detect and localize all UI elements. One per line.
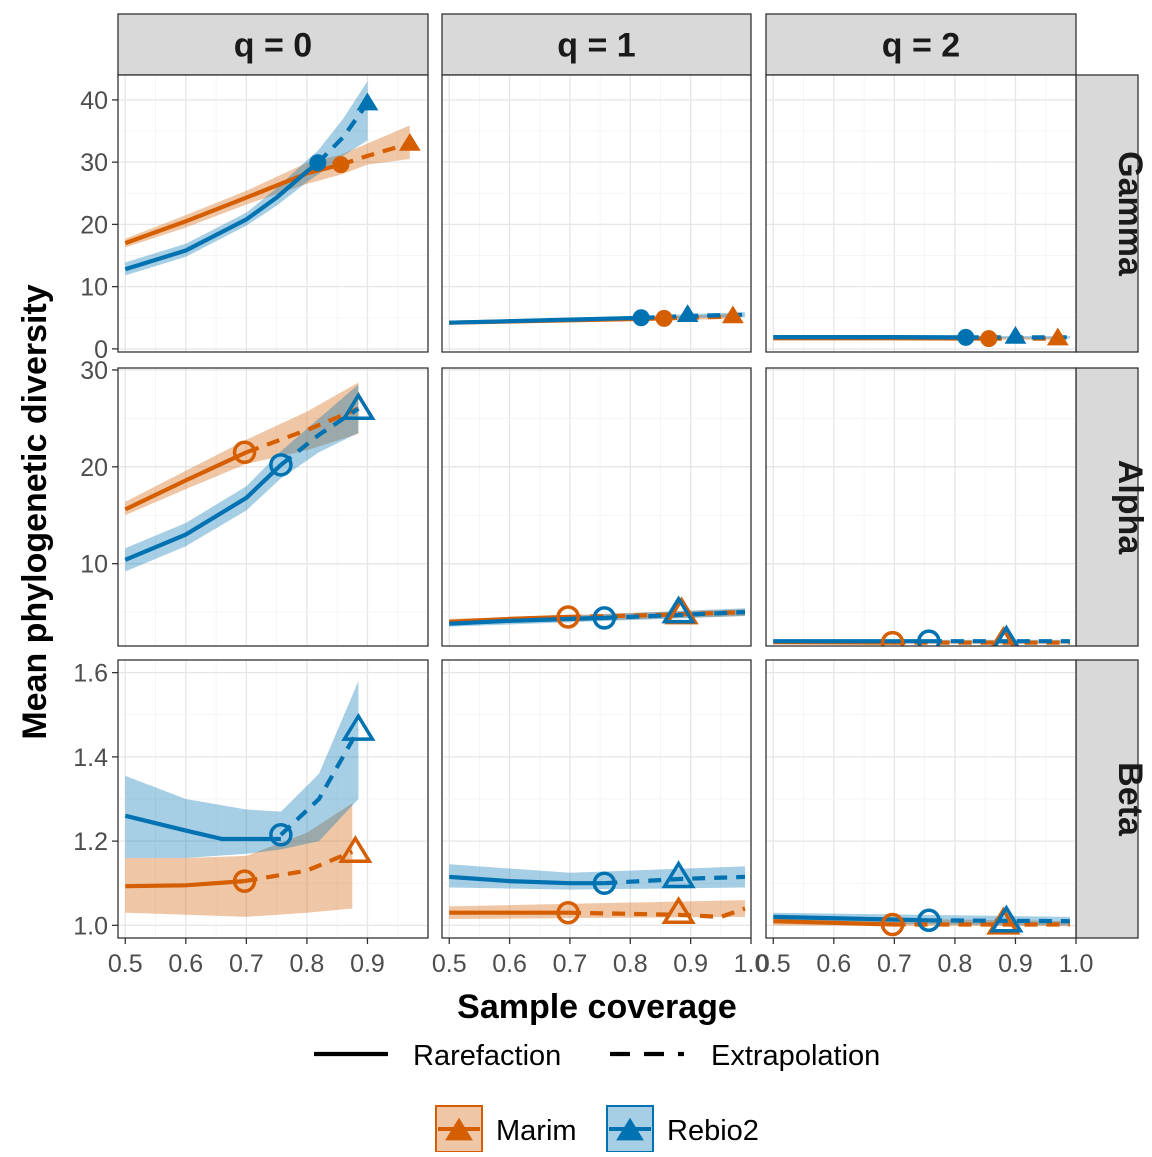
- linetype-legend: Rarefaction Extrapolation: [314, 1040, 880, 1072]
- y-axis-title: Mean phylogenetic diversity: [16, 284, 54, 739]
- panel-grid: [743, 588, 1076, 1009]
- column-strip-label: q = 0: [234, 27, 312, 65]
- x-tick-label: 0.5: [756, 950, 791, 978]
- panel-beta-q-2: 0.5 0.6 0.7 0.8 0.9 1.0: [743, 588, 1093, 1009]
- row-strip-label: Alpha: [1111, 460, 1149, 556]
- y-tick-label: 10: [80, 551, 108, 579]
- observed-point-rebio2: [633, 310, 649, 326]
- x-tick-label: 0.5: [432, 950, 467, 978]
- x-tick-label: 1.0: [1059, 950, 1094, 978]
- x-tick-label: 0.9: [998, 950, 1033, 978]
- panel-gamma-q-1: [419, 38, 751, 411]
- y-tick-label: 20: [80, 211, 108, 239]
- x-tick-label: 0.5: [108, 950, 143, 978]
- x-tick-label: 0.9: [350, 950, 385, 978]
- x-tick-label: 0.6: [816, 950, 851, 978]
- legend-key-marim: [436, 1106, 482, 1152]
- column-strip-q-1: q = 1: [442, 14, 751, 75]
- column-strip-q-2: q = 2: [766, 14, 1076, 75]
- y-tick-label: 1.6: [73, 660, 108, 688]
- observed-point-rebio2: [958, 329, 974, 345]
- panel-background: [766, 75, 1076, 352]
- column-strip-q-0: q = 0: [118, 14, 428, 75]
- panel-gamma-q-2: [743, 38, 1076, 411]
- column-strip-label: q = 1: [557, 27, 635, 65]
- observed-point-rebio2: [310, 155, 326, 171]
- panel-grid: [419, 588, 751, 1009]
- column-strip-label: q = 2: [882, 27, 960, 65]
- panel-background: [442, 368, 751, 646]
- x-tick-label: 0.8: [290, 950, 325, 978]
- legend-label-rarefaction: Rarefaction: [413, 1040, 561, 1072]
- y-tick-label: 30: [80, 357, 108, 385]
- x-tick-label: 0.6: [492, 950, 527, 978]
- x-tick-label: 0.9: [673, 950, 708, 978]
- x-tick-label: 0.8: [613, 950, 648, 978]
- y-tick-label: 30: [80, 149, 108, 177]
- y-tick-label: 20: [80, 454, 108, 482]
- row-strip-beta: Beta: [1076, 660, 1149, 938]
- legend-label-extrapolation: Extrapolation: [711, 1040, 880, 1072]
- row-strip-alpha: Alpha: [1076, 368, 1149, 646]
- y-tick-label: 1.2: [73, 828, 108, 856]
- x-tick-label: 0.6: [168, 950, 203, 978]
- x-tick-label: 0.8: [938, 950, 973, 978]
- panel-background: [118, 368, 428, 646]
- legend-label-rebio2: Rebio2: [667, 1115, 759, 1147]
- y-tick-label: 40: [80, 87, 108, 115]
- site-legend: Marim Rebio2: [436, 1106, 759, 1152]
- panel-background: [118, 75, 428, 352]
- observed-point-marim: [333, 157, 349, 173]
- panel-beta-q-0: 1.0 1.2 1.4 1.6 0.5 0.6 0.7 0.8 0.9: [73, 588, 428, 1009]
- x-tick-label: 0.7: [229, 950, 264, 978]
- row-strip-label: Beta: [1111, 762, 1149, 837]
- legend-key-rebio2: [607, 1106, 653, 1152]
- legend-label-marim: Marim: [496, 1115, 577, 1147]
- panel-background: [442, 75, 751, 352]
- y-tick-label: 1.0: [73, 912, 108, 940]
- y-tick-label: 1.4: [73, 744, 108, 772]
- row-strip-gamma: Gamma: [1076, 75, 1149, 352]
- x-tick-label: 0.7: [553, 950, 588, 978]
- panel-background: [766, 368, 1076, 646]
- row-strip-label: Gamma: [1111, 151, 1149, 277]
- x-tick-label: 0.7: [877, 950, 912, 978]
- x-axis-title: Sample coverage: [457, 988, 737, 1026]
- observed-point-marim: [981, 331, 997, 347]
- observed-point-marim: [656, 310, 672, 326]
- y-tick-label: 10: [80, 274, 108, 302]
